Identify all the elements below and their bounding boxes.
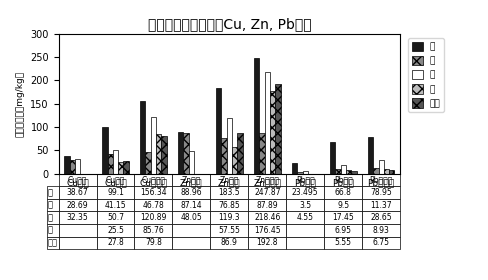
Bar [275, 84, 281, 174]
Bar [259, 133, 264, 174]
Bar [227, 118, 232, 174]
Bar [113, 150, 118, 174]
Bar [107, 154, 113, 174]
Bar [341, 165, 346, 174]
Bar [292, 163, 297, 174]
Bar [270, 91, 275, 174]
Bar [118, 162, 123, 174]
Bar [303, 171, 308, 174]
Bar [156, 134, 162, 174]
Bar [330, 143, 335, 174]
Bar [351, 171, 357, 174]
Bar [183, 133, 189, 174]
Bar [222, 138, 227, 174]
Bar [140, 101, 145, 174]
Title: 油菜不同时期各部位Cu, Zn, Pb含量: 油菜不同时期各部位Cu, Zn, Pb含量 [147, 17, 311, 31]
Bar [254, 58, 259, 174]
Bar [379, 160, 384, 174]
Bar [216, 88, 222, 174]
Y-axis label: 重金属含量（mg/kg）: 重金属含量（mg/kg） [16, 71, 25, 137]
Bar [123, 161, 129, 174]
Bar [232, 147, 237, 174]
Bar [237, 133, 243, 174]
Bar [264, 72, 270, 174]
Bar [70, 160, 75, 174]
Bar [102, 127, 107, 174]
Bar [335, 169, 341, 174]
Bar [346, 170, 351, 174]
Bar [389, 171, 394, 174]
Bar [75, 158, 80, 174]
Bar [297, 172, 303, 174]
Bar [178, 132, 183, 174]
Bar [189, 151, 194, 174]
Bar [64, 156, 70, 174]
Bar [145, 152, 151, 174]
Bar [151, 117, 156, 174]
Bar [384, 169, 389, 174]
Bar [368, 137, 373, 174]
Legend: 根, 茎, 叶, 花, 果实: 根, 茎, 叶, 花, 果实 [408, 38, 444, 112]
Bar [162, 136, 167, 174]
Bar [373, 168, 379, 174]
